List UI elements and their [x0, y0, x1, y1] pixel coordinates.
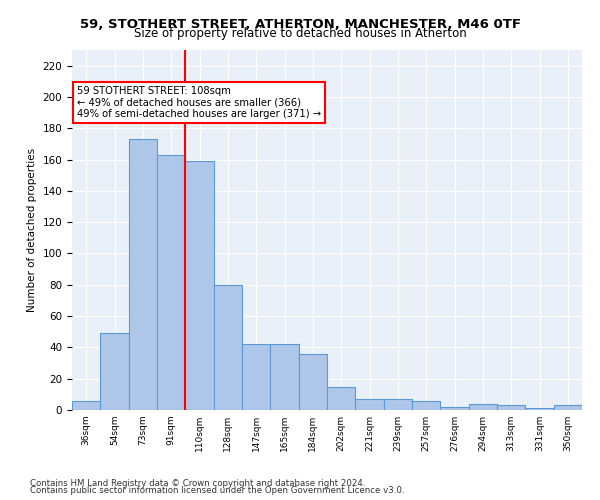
Bar — [271, 344, 299, 410]
Text: Contains HM Land Registry data © Crown copyright and database right 2024.: Contains HM Land Registry data © Crown c… — [30, 478, 365, 488]
Text: Size of property relative to detached houses in Atherton: Size of property relative to detached ho… — [134, 28, 466, 40]
Bar — [157, 155, 185, 410]
Bar — [72, 400, 100, 410]
Text: 59 STOTHERT STREET: 108sqm
← 49% of detached houses are smaller (366)
49% of sem: 59 STOTHERT STREET: 108sqm ← 49% of deta… — [77, 86, 321, 119]
Bar — [185, 161, 214, 410]
Bar — [242, 344, 271, 410]
Bar — [214, 285, 242, 410]
Bar — [327, 386, 355, 410]
Bar — [554, 406, 582, 410]
Text: Contains public sector information licensed under the Open Government Licence v3: Contains public sector information licen… — [30, 486, 404, 495]
Bar — [383, 399, 412, 410]
Bar — [526, 408, 554, 410]
Y-axis label: Number of detached properties: Number of detached properties — [27, 148, 37, 312]
Bar — [100, 334, 128, 410]
Bar — [355, 399, 383, 410]
Bar — [469, 404, 497, 410]
Bar — [412, 400, 440, 410]
Bar — [128, 139, 157, 410]
Bar — [440, 407, 469, 410]
Bar — [299, 354, 327, 410]
Text: 59, STOTHERT STREET, ATHERTON, MANCHESTER, M46 0TF: 59, STOTHERT STREET, ATHERTON, MANCHESTE… — [79, 18, 521, 30]
Bar — [497, 406, 526, 410]
